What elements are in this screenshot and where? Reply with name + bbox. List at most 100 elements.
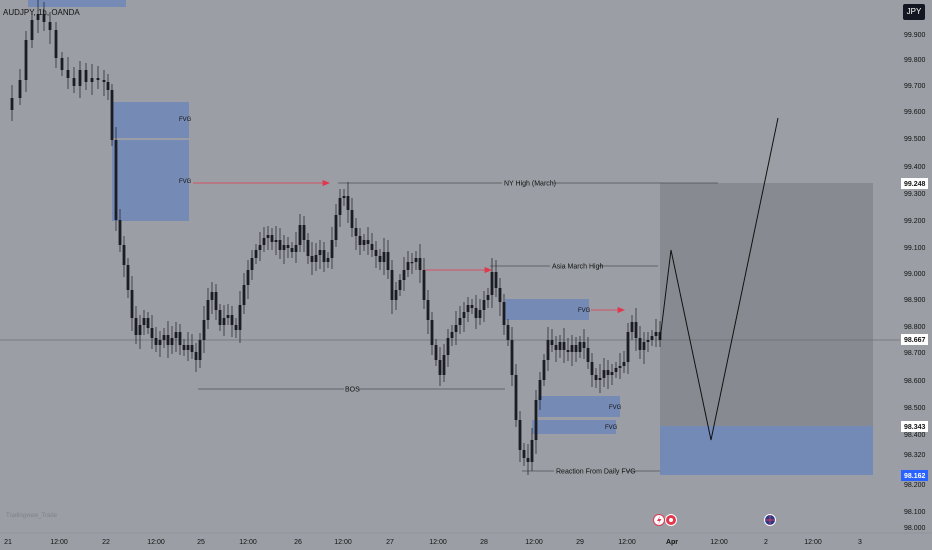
candle-body: [72, 78, 76, 86]
target-zone-grey: [660, 183, 873, 426]
candle-body: [526, 458, 530, 462]
fvg-zone-4: [538, 396, 620, 417]
candle-body: [274, 240, 278, 242]
candle-body: [482, 300, 486, 310]
projection-path: [659, 117, 779, 441]
asia-high-text: Asia March High: [552, 264, 603, 271]
candle-body: [254, 250, 258, 258]
candle-body: [654, 332, 658, 336]
candle-body: [218, 310, 222, 325]
currency-button[interactable]: JPY: [903, 4, 925, 20]
candle-body: [534, 400, 538, 440]
candle-body: [266, 235, 270, 238]
candle-body: [382, 252, 386, 262]
reaction-text: Reaction From Daily FVG: [556, 469, 636, 476]
candle-body: [270, 235, 274, 242]
candle-body: [18, 80, 22, 98]
candle-body: [614, 368, 618, 372]
candle-body: [626, 332, 630, 362]
candle-body: [250, 258, 254, 270]
time-tick-label: 29: [576, 539, 584, 546]
time-tick-label: 12:00: [429, 539, 447, 546]
time-tick-label: 25: [197, 539, 205, 546]
candle-body: [102, 80, 106, 82]
candle-body: [10, 98, 14, 110]
candle-body: [42, 14, 46, 22]
ny-high-text-bg: [502, 178, 552, 187]
arrows: [193, 179, 626, 314]
candle-body: [414, 258, 418, 262]
fvg-label-2: FVG: [179, 179, 192, 185]
candle-body: [36, 14, 40, 20]
candle-body: [434, 345, 438, 360]
candle-body: [342, 196, 346, 198]
candle-body: [542, 360, 546, 380]
candle-body: [142, 318, 146, 325]
price-tick-label: 99.600: [904, 109, 926, 116]
fvg-label-1: FVG: [179, 117, 192, 123]
candle-body: [370, 244, 374, 250]
candle-body: [84, 70, 88, 82]
price-tick-label: 99.500: [904, 136, 926, 143]
time-tick-label: 22: [102, 539, 110, 546]
candle-body: [558, 342, 562, 350]
time-tick-label: 12:00: [334, 539, 352, 546]
candle-body: [326, 258, 330, 262]
candle-body: [550, 340, 554, 345]
candle-body: [522, 450, 526, 458]
candle-body: [306, 240, 310, 256]
price-tick-label: 98.000: [904, 525, 926, 532]
candle-body: [638, 338, 642, 350]
candle-body: [362, 240, 366, 245]
event-icons[interactable]: [653, 514, 776, 526]
fvg-zones: [28, 0, 620, 434]
lightning-glyph: [657, 516, 662, 525]
candle-body: [454, 325, 458, 332]
candle-body: [114, 140, 118, 220]
candle-body: [634, 322, 638, 338]
candle-body: [186, 345, 190, 350]
candle-body: [506, 325, 510, 340]
candle-body: [314, 255, 318, 262]
price-tick-label: 99.900: [904, 32, 926, 39]
candle-body: [422, 270, 426, 300]
time-tick-label: Apr: [666, 539, 678, 546]
time-tick-label: 12:00: [525, 539, 543, 546]
fvg-label-5: FVG: [605, 425, 618, 431]
target-zone-blue: [660, 426, 873, 475]
candle-body: [374, 250, 378, 256]
candle-body: [322, 250, 326, 262]
price-tick-label: 99.200: [904, 218, 926, 225]
candle-body: [24, 40, 28, 80]
candle-body: [234, 325, 238, 330]
arrow-2-head: [484, 266, 493, 274]
time-tick-label: 12:00: [618, 539, 636, 546]
candle-body: [418, 258, 422, 270]
candle-body: [498, 288, 502, 302]
candle-body: [338, 198, 342, 215]
candle-body: [282, 245, 286, 250]
fvg-label-4: FVG: [609, 405, 622, 411]
candle-body: [390, 270, 394, 300]
candle-body: [242, 285, 246, 305]
reaction-text-bg: [554, 466, 626, 475]
candle-body: [450, 332, 454, 338]
candle-body: [258, 245, 262, 250]
candle-body: [350, 210, 354, 228]
price-axis[interactable]: 99.900 99.800 99.700 99.600 99.500 99.400 99.3…: [900, 0, 932, 533]
candle-body: [590, 362, 594, 375]
candle-body: [478, 310, 482, 318]
candle-body: [118, 220, 122, 245]
time-tick-label: 26: [294, 539, 302, 546]
candle-body: [346, 196, 350, 210]
time-tick-label: 28: [480, 539, 488, 546]
candle-body: [318, 250, 322, 255]
arrow-1-head: [322, 179, 331, 187]
candle-body: [334, 215, 338, 240]
candle-body: [594, 375, 598, 380]
candle-body: [194, 352, 198, 360]
candle-body: [578, 342, 582, 352]
time-axis[interactable]: 21 12:00 22 12:00 25 12:00 26 12:00 27 12:00 28 12:…: [0, 532, 932, 546]
fvg-zone-3: [505, 299, 589, 320]
